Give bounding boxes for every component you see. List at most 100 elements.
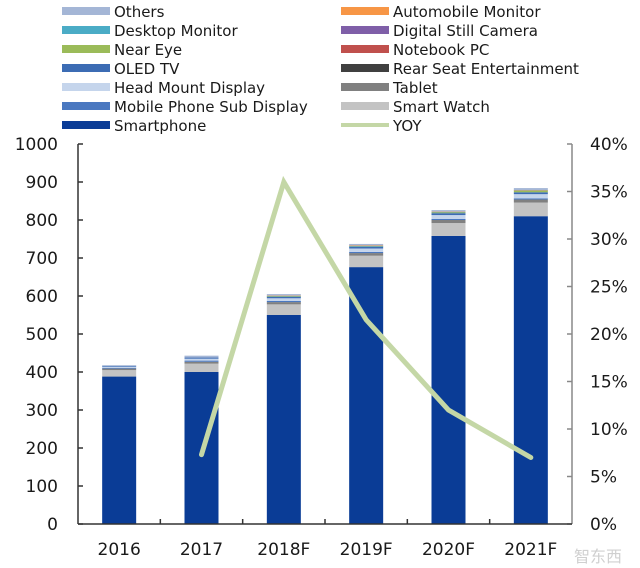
bar-segment-mobile-phone-sub-display [431,218,466,220]
bar-segment-oled-tv [431,213,466,216]
legend-item: Tablet [341,79,438,97]
bar-segment-automobile-monitor [431,211,466,213]
legend-item: Automobile Monitor [341,3,541,21]
legend-swatch [341,45,389,53]
legend-label: Rear Seat Entertainment [393,60,579,78]
bar-segment-oled-tv [184,357,219,359]
left-axis: 0 100 200 300 400 500 600 700 800 900 1000 [15,135,83,535]
bar-segment-desktop-monitor [266,296,301,297]
bar-stack-2017 [184,355,219,524]
bar-segment-smartphone [349,267,384,524]
x-tick-label: 2019F [340,540,393,560]
left-tick-label: 900 [26,173,58,193]
legend-swatch [341,64,389,72]
bar-segment-others [102,365,137,366]
right-tick-label: 20% [590,325,628,345]
bar-segment-desktop-monitor [513,190,548,191]
bar-segment-head-mount-display [102,366,137,368]
bar-segment-mobile-phone-sub-display [266,300,301,303]
bar-segment-head-mount-display [513,194,548,199]
x-tick-label: 2016 [98,540,141,560]
bar-segment-near-eye [349,246,384,247]
legend-swatch [341,7,389,15]
left-tick-label: 800 [26,211,58,231]
bar-segment-oled-tv [349,246,384,249]
legend-label: Mobile Phone Sub Display [114,98,308,116]
bar-segment-oled-tv [266,296,301,299]
bar-segment-near-eye [266,296,301,297]
legend-item: Head Mount Display [62,79,265,97]
left-tick-label: 0 [47,515,58,535]
bar-segment-oled-tv [513,192,548,195]
legend-swatch [62,121,110,129]
bar-segment-smart-watch [431,223,466,236]
right-tick-label: 15% [590,373,628,393]
bar-segment-tablet [102,368,137,371]
left-tick-label: 100 [26,477,58,497]
x-tick-label: 2018F [257,540,310,560]
bar-stack-2016 [102,365,137,524]
right-tick-label: 5% [590,468,617,488]
bar-segment-automobile-monitor [349,245,384,246]
legend-item: Near Eye [62,41,182,59]
right-tick-label: 10% [590,420,628,440]
legend-swatch [62,102,110,110]
legend-item: Digital Still Camera [341,22,538,40]
left-tick-label: 500 [26,325,58,345]
bar-segment-smart-watch [184,363,219,372]
legend-label: Smartphone [114,117,206,135]
legend-item: OLED TV [62,60,180,78]
legend-swatch [62,26,110,34]
bar-segment-others [184,355,219,358]
bar-segment-others [266,294,301,296]
left-tick-label: 300 [26,401,58,421]
legend-item: Others [62,3,165,21]
legend-swatch [62,45,110,53]
legend-label: Smart Watch [393,98,490,116]
bar-segment-tablet [513,199,548,203]
left-tick-label: 1000 [15,135,58,155]
bar-segment-tablet [184,361,219,364]
bar-segment-desktop-monitor [349,245,384,247]
legend-item: Smartphone [62,117,206,135]
legend-label: YOY [392,117,422,135]
bar-segment-smart-watch [102,370,137,377]
right-tick-label: 0% [590,515,617,535]
bar-segment-smart-watch [513,202,548,217]
bar-stack-2019F [349,243,384,524]
bar-segment-tablet [431,220,466,224]
bar-segment-near-eye [513,190,548,193]
legend-item: Desktop Monitor [62,22,238,40]
legend-label: Near Eye [114,41,182,59]
bar-segment-mobile-phone-sub-display [102,367,137,369]
x-tick-label: 2020F [422,540,475,560]
legend-label: Digital Still Camera [393,22,538,40]
bar-segment-smartphone [266,315,301,524]
legend-swatch [62,83,110,91]
legend-label: Automobile Monitor [393,3,541,21]
legend-label: OLED TV [114,60,180,78]
legend-item: Smart Watch [341,98,490,116]
bar-stack-2020F [431,210,466,524]
legend-swatch [341,83,389,91]
bar-segment-smartphone [431,235,466,524]
left-tick-label: 200 [26,439,58,459]
bar-segment-automobile-monitor [513,189,548,191]
legend-item: Mobile Phone Sub Display [62,98,308,116]
bar-segment-mobile-phone-sub-display [513,198,548,200]
bar-segment-tablet [349,253,384,256]
legend-swatch [62,7,110,15]
right-tick-label: 30% [590,230,628,250]
watermark-logo: 智东西 [574,547,622,566]
right-tick-label: 35% [590,183,628,203]
bar-segment-head-mount-display [184,358,219,361]
legend-label: Head Mount Display [114,79,265,97]
legend-label: Desktop Monitor [114,22,238,40]
right-tick-label: 40% [590,135,628,155]
bar-segment-near-eye [431,212,466,214]
bar-segment-smartphone [513,216,548,524]
legend-label: Tablet [392,79,438,97]
bar-segment-head-mount-display [431,215,466,219]
